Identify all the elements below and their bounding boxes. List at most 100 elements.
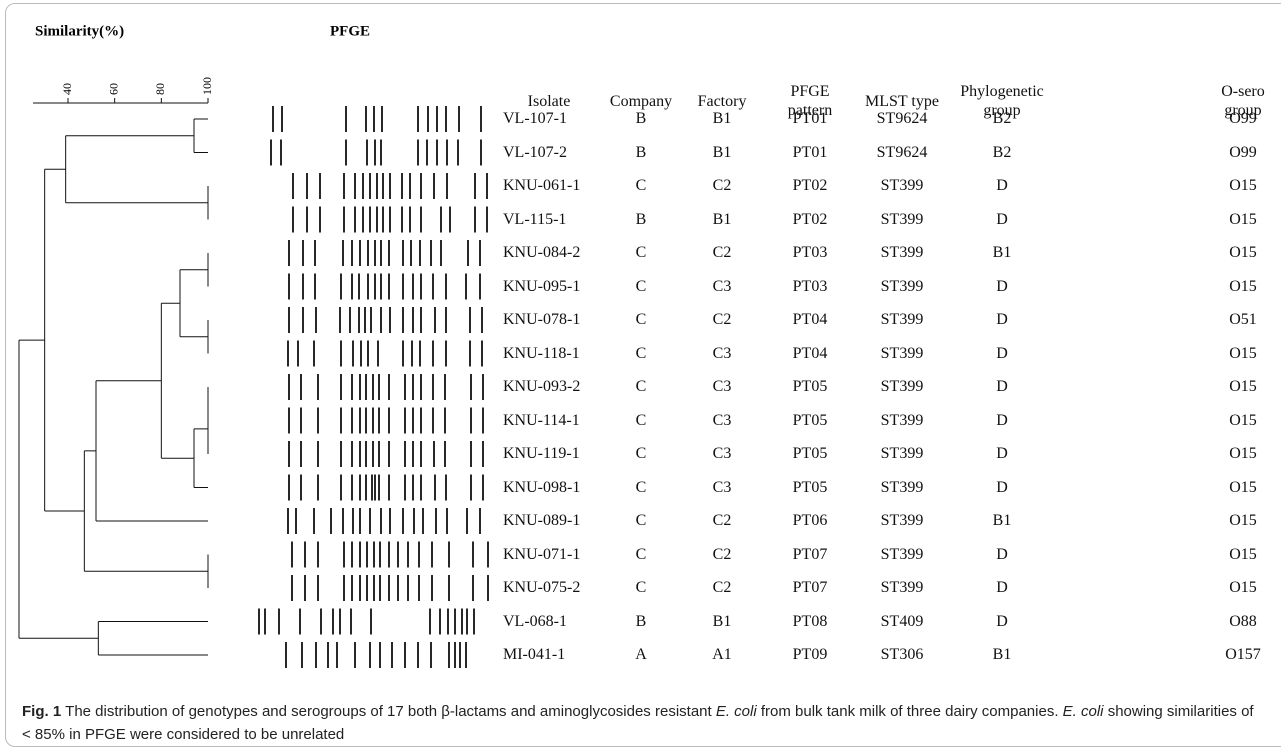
cell: PT04 — [760, 344, 860, 363]
cell: PT02 — [760, 210, 860, 229]
cell: D — [952, 344, 1052, 363]
cell: C2 — [672, 511, 772, 530]
cell: D — [952, 377, 1052, 396]
caption-text: from bulk tank milk of three dairy compa… — [757, 703, 1063, 720]
cell: O15 — [1193, 277, 1281, 296]
lane — [289, 475, 483, 501]
cell: ST399 — [852, 310, 952, 329]
cell: C3 — [672, 444, 772, 463]
isolate: KNU-075-2 — [503, 578, 580, 597]
cell: C2 — [672, 176, 772, 195]
cell: PT03 — [760, 243, 860, 262]
isolate: KNU-093-2 — [503, 377, 580, 396]
caption-text: E. coli — [1063, 703, 1104, 720]
isolate: KNU-095-1 — [503, 277, 580, 296]
isolate: VL-107-1 — [503, 109, 567, 128]
cell: D — [952, 210, 1052, 229]
lane — [259, 609, 474, 635]
cell: ST399 — [852, 377, 952, 396]
cell: C2 — [672, 578, 772, 597]
cell: O15 — [1193, 444, 1281, 463]
cell: B2 — [952, 143, 1052, 162]
lane — [293, 207, 487, 233]
cell: PT05 — [760, 444, 860, 463]
lane — [273, 106, 481, 132]
scale-tick-label: 40 — [60, 83, 74, 95]
cell: D — [952, 545, 1052, 564]
cell: C2 — [672, 310, 772, 329]
lane — [292, 575, 488, 601]
cell: O99 — [1193, 109, 1281, 128]
cell: O15 — [1193, 545, 1281, 564]
isolate: KNU-078-1 — [503, 310, 580, 329]
isolate: KNU-089-1 — [503, 511, 580, 530]
isolate: VL-115-1 — [503, 210, 566, 229]
cell: O15 — [1193, 344, 1281, 363]
cell: O15 — [1193, 511, 1281, 530]
scale-tick-label: 100 — [200, 77, 214, 95]
lane — [271, 140, 481, 166]
lane — [292, 542, 488, 568]
cell: ST399 — [852, 511, 952, 530]
cell: D — [952, 310, 1052, 329]
cell: PT07 — [760, 578, 860, 597]
isolate: KNU-061-1 — [503, 176, 580, 195]
lane — [289, 307, 482, 333]
cell: PT05 — [760, 377, 860, 396]
cell: PT01 — [760, 143, 860, 162]
cell: C2 — [672, 243, 772, 262]
cell: PT01 — [760, 109, 860, 128]
scale-tick-label: 80 — [153, 83, 167, 95]
isolate: KNU-084-2 — [503, 243, 580, 262]
isolate: KNU-071-1 — [503, 545, 580, 564]
cell: PT04 — [760, 310, 860, 329]
cell: C2 — [672, 545, 772, 564]
cell: D — [952, 478, 1052, 497]
lane — [289, 441, 483, 467]
cell: B1 — [952, 511, 1052, 530]
cell: ST399 — [852, 545, 952, 564]
isolate: KNU-118-1 — [503, 344, 580, 363]
isolate: VL-068-1 — [503, 612, 567, 631]
cell: C3 — [672, 377, 772, 396]
lane — [289, 274, 480, 300]
scale-tick-label: 60 — [106, 83, 120, 95]
similarity-title: Similarity(%) — [35, 23, 124, 39]
cell: PT05 — [760, 411, 860, 430]
cell: PT05 — [760, 478, 860, 497]
cell: ST399 — [852, 210, 952, 229]
cell: PT07 — [760, 545, 860, 564]
cell: O157 — [1193, 645, 1281, 664]
cell: O15 — [1193, 243, 1281, 262]
lane — [289, 240, 480, 266]
cell: PT03 — [760, 277, 860, 296]
cell: ST399 — [852, 277, 952, 296]
cell: D — [952, 444, 1052, 463]
cell: ST399 — [852, 578, 952, 597]
cell: ST399 — [852, 344, 952, 363]
cell: D — [952, 578, 1052, 597]
cell: B1 — [672, 612, 772, 631]
isolate: MI-041-1 — [503, 645, 565, 664]
cell: D — [952, 176, 1052, 195]
cell: B1 — [672, 143, 772, 162]
isolate: KNU-114-1 — [503, 411, 580, 430]
pfge-title: PFGE — [330, 23, 370, 39]
lane — [288, 341, 482, 367]
cell: ST399 — [852, 478, 952, 497]
cell: ST399 — [852, 411, 952, 430]
page: Similarity(%) PFGE 406080100 IsolateComp… — [0, 0, 1281, 753]
cell: ST399 — [852, 176, 952, 195]
cell: PT08 — [760, 612, 860, 631]
cell: PT06 — [760, 511, 860, 530]
caption-label: Fig. 1 — [22, 703, 61, 720]
cell: B1 — [672, 210, 772, 229]
cell: C3 — [672, 344, 772, 363]
cell: B1 — [952, 243, 1052, 262]
lane — [289, 408, 483, 434]
cell: ST306 — [852, 645, 952, 664]
cell: O99 — [1193, 143, 1281, 162]
cell: O15 — [1193, 411, 1281, 430]
cell: O15 — [1193, 478, 1281, 497]
